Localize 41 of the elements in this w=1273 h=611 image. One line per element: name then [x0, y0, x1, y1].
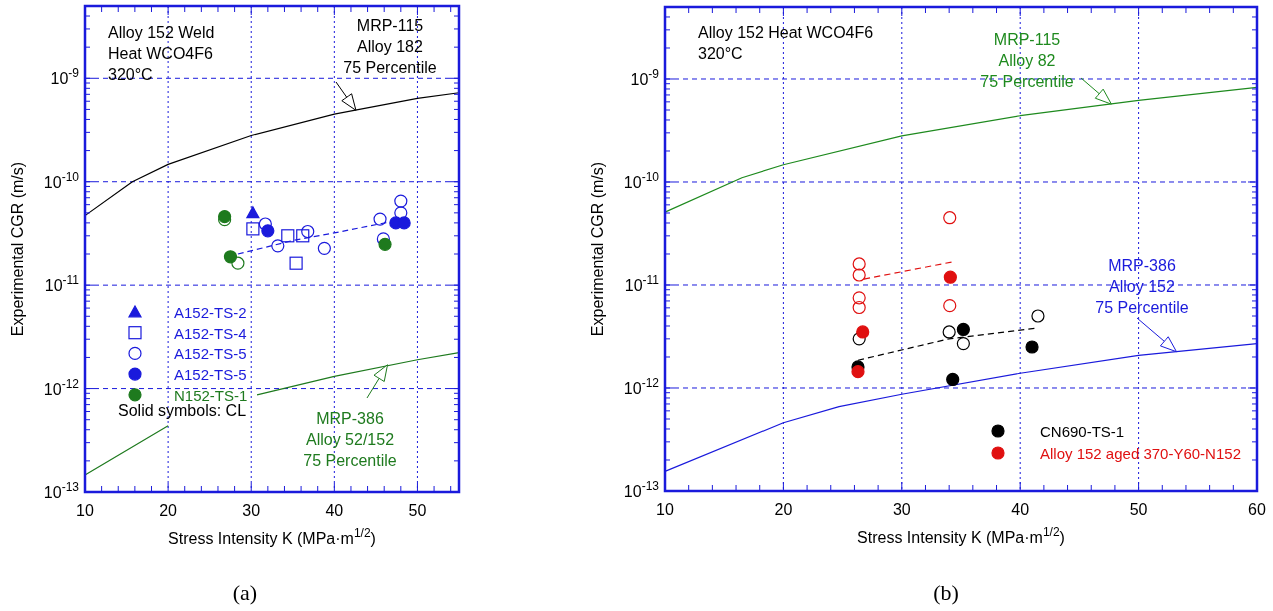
x-tick-label: 30 [242, 502, 261, 519]
annotation: MRP-115 Alloy 182 75 Percentile [343, 17, 437, 76]
x-tick-label: 20 [774, 501, 793, 518]
annotation: MRP-115 Alloy 82 75 Percentile [980, 31, 1074, 90]
x-axis-title: Stress Intensity K (MPa·m$^{1/2}$) [857, 525, 1065, 546]
x-tick-label: 10 [76, 502, 94, 519]
x-tick-label: 10 [656, 501, 674, 518]
x-axis-title: Stress Intensity K (MPa·m$^{1/2}$) [168, 526, 376, 547]
y-tick-label: 10$^{-12}$ [43, 376, 80, 398]
legend-label: A152-TS-5 [174, 345, 247, 363]
legend-label: CN690-TS-1 [1040, 423, 1125, 440]
annotation: Solid symbols: CL [118, 402, 247, 419]
legend-label: Alloy 152 aged 370-Y60-N152 [1040, 445, 1241, 462]
x-tick-label: 40 [325, 502, 344, 519]
x-tick-label: 50 [1129, 501, 1148, 518]
y-tick-label: 10$^{-11}$ [624, 273, 660, 294]
legend-label: A152-TS-5 [174, 366, 247, 384]
legend-label: A152-TS-2 [174, 304, 247, 321]
y-axis-title: Experimental CGR (m/s) [589, 161, 606, 337]
text: (a) [232, 580, 258, 605]
y-axis-title: Experimental CGR (m/s) [9, 161, 26, 337]
text: (b) [933, 580, 959, 605]
annotation: MRP-386 Alloy 52/152 75 Percentile [303, 410, 397, 469]
x-tick-label: 50 [408, 502, 427, 519]
y-tick-label: 10$^{-13}$ [623, 479, 660, 500]
y-tick-label: 10$^{-9}$ [630, 66, 660, 88]
legend-label: N152-TS-1 [174, 386, 248, 404]
annotation: Alloy 152 Heat WCO4F6 320°C [698, 24, 874, 62]
y-tick-label: 10$^{-11}$ [44, 273, 80, 295]
y-tick-label: 10$^{-9}$ [50, 66, 80, 88]
x-tick-label: 20 [159, 502, 178, 519]
x-tick-label: 30 [892, 501, 911, 518]
y-tick-label: 10$^{-13}$ [43, 480, 80, 501]
annotation: Alloy 152 Weld Heat WCO4F6 320°C [108, 24, 215, 83]
annotation: MRP-386 Alloy 152 75 Percentile [1095, 257, 1189, 316]
y-tick-label: 10$^{-12}$ [623, 376, 660, 397]
y-tick-label: 10$^{-10}$ [43, 169, 80, 191]
x-tick-label: 40 [1011, 501, 1030, 518]
legend-label: A152-TS-4 [174, 324, 247, 342]
x-tick-label: 60 [1248, 501, 1266, 518]
y-tick-label: 10$^{-10}$ [623, 170, 660, 191]
